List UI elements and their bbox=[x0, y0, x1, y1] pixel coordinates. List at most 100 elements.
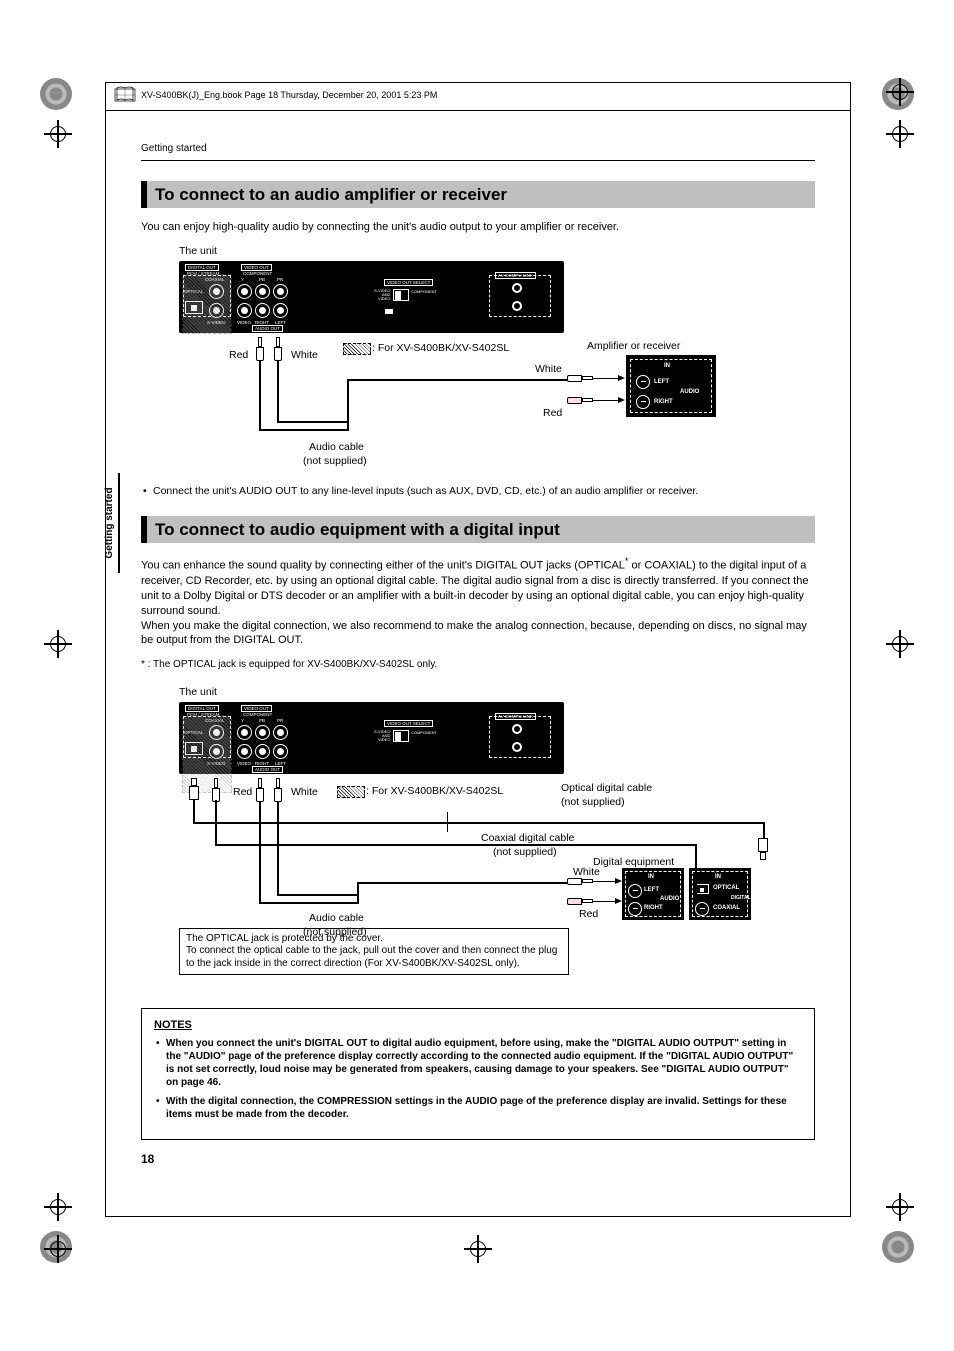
lbl: VIDEO OUT bbox=[241, 705, 272, 712]
label-the-unit: The unit bbox=[179, 686, 217, 698]
footnote: * : The OPTICAL jack is equipped for XV-… bbox=[141, 658, 815, 672]
label-red: Red bbox=[233, 786, 252, 798]
intro-1: You can enjoy high-quality audio by conn… bbox=[141, 220, 815, 235]
jack bbox=[255, 744, 270, 759]
label-audio-cable: Audio cable bbox=[309, 441, 364, 453]
register-mark bbox=[886, 1193, 914, 1221]
label-white: White bbox=[535, 363, 562, 375]
running-head: Getting started bbox=[141, 143, 815, 154]
note-item: With the digital connection, the COMPRES… bbox=[154, 1095, 802, 1121]
jack-pb bbox=[255, 284, 270, 299]
notes-heading: NOTES bbox=[154, 1019, 802, 1031]
digital-equip-digital: IN OPTICAL COAXIAL DIGITAL bbox=[689, 868, 751, 920]
plug-white bbox=[273, 778, 283, 802]
rule bbox=[141, 160, 815, 161]
jack bbox=[237, 744, 252, 759]
label-for-model: : For XV-S400BK/XV-S402SL bbox=[366, 785, 503, 797]
amp-jack-r bbox=[636, 395, 650, 409]
plug-red bbox=[255, 337, 265, 361]
label-red: Red bbox=[543, 407, 562, 419]
register-mark bbox=[886, 120, 914, 148]
compu-link-box bbox=[489, 275, 551, 317]
notes-box: NOTES When you connect the unit's DIGITA… bbox=[141, 1008, 815, 1140]
lbl: VIDEO bbox=[237, 320, 251, 325]
lbl: COMPONENT bbox=[411, 730, 437, 735]
label-amp: Amplifier or receiver bbox=[587, 340, 680, 352]
lbl: S-VIDEOANDVIDEO bbox=[374, 730, 390, 742]
lbl: VIDEO OUT SELECT bbox=[384, 720, 433, 727]
lbl: PR bbox=[277, 718, 283, 723]
opt-plug-dest bbox=[757, 838, 769, 860]
lbl: S-VIDEOANDVIDEO bbox=[374, 289, 390, 301]
label-white: White bbox=[573, 866, 600, 878]
plug-red-amp bbox=[567, 897, 593, 906]
plug-white-amp bbox=[567, 877, 593, 886]
label-not-supplied: (not supplied) bbox=[303, 455, 367, 467]
model-region bbox=[337, 786, 365, 798]
lbl: AV COMPU LINK bbox=[495, 272, 536, 279]
page-frame: XV-S400BK(J)_Eng.book Page 18 Thursday, … bbox=[105, 82, 851, 1217]
lbl: AV COMPU LINK bbox=[495, 713, 536, 720]
lbl: PR bbox=[277, 277, 283, 282]
register-mark bbox=[464, 1235, 492, 1263]
lbl: PB bbox=[259, 718, 265, 723]
unit-back-panel: DIGITAL OUT PCM / STREAM COAXIAL OPTICAL… bbox=[179, 261, 564, 333]
label-audio-cable: Audio cable bbox=[309, 912, 364, 924]
plug-white bbox=[273, 337, 283, 361]
model-region bbox=[343, 343, 371, 355]
plug-white-amp bbox=[567, 374, 593, 383]
jack bbox=[273, 744, 288, 759]
compu-jack bbox=[512, 283, 522, 293]
lbl: COMPONENT bbox=[243, 712, 272, 717]
amp-jack-l bbox=[628, 884, 642, 898]
label-red: Red bbox=[229, 349, 248, 361]
lbl: AUDIO OUT bbox=[252, 766, 283, 773]
plug-red bbox=[255, 778, 265, 802]
register-mark bbox=[44, 120, 72, 148]
register-mark bbox=[886, 630, 914, 658]
jack-audio-l bbox=[273, 303, 288, 318]
t: You can enhance the sound quality by con… bbox=[141, 560, 625, 572]
lbl: PB bbox=[259, 277, 265, 282]
lbl: VIDEO OUT SELECT bbox=[384, 279, 433, 286]
selector-switch bbox=[393, 289, 409, 301]
t: When you make the digital connection, we… bbox=[141, 620, 807, 647]
crop-mark bbox=[882, 1231, 914, 1263]
lbl: DIGITAL OUT bbox=[185, 264, 219, 271]
jack bbox=[237, 725, 252, 740]
para-2: You can enhance the sound quality by con… bbox=[141, 555, 815, 648]
jack bbox=[255, 725, 270, 740]
opt-plug bbox=[188, 778, 200, 800]
page-number: 18 bbox=[141, 1152, 154, 1166]
jack bbox=[273, 725, 288, 740]
plug-red-amp bbox=[567, 396, 593, 405]
bullet-1: Connect the unit's AUDIO OUT to any line… bbox=[141, 485, 815, 499]
label-white: White bbox=[291, 349, 318, 361]
coax-plug bbox=[211, 778, 221, 802]
label-white: White bbox=[291, 786, 318, 798]
coax-in bbox=[695, 902, 709, 916]
register-mark bbox=[44, 1235, 72, 1263]
lbl: AUDIO OUT bbox=[252, 325, 283, 332]
selector-switch bbox=[393, 730, 409, 742]
lbl: Y bbox=[241, 718, 244, 723]
label-for-model: : For XV-S400BK/XV-S402SL bbox=[372, 342, 509, 354]
model-highlight bbox=[182, 274, 232, 334]
register-mark bbox=[44, 1193, 72, 1221]
unit-back-panel: DIGITAL OUT PCM / STREAM COAXIAL OPTICAL… bbox=[179, 702, 564, 774]
section-heading-1: To connect to an audio amplifier or rece… bbox=[141, 181, 815, 208]
compu-jack bbox=[512, 301, 522, 311]
register-mark bbox=[44, 630, 72, 658]
note-item: When you connect the unit's DIGITAL OUT … bbox=[154, 1037, 802, 1089]
amplifier-box: IN LEFT RIGHT AUDIO bbox=[626, 355, 716, 417]
label-not-supplied: (not supplied) bbox=[493, 846, 557, 858]
section-heading-2: To connect to audio equipment with a dig… bbox=[141, 516, 815, 543]
label-red: Red bbox=[579, 908, 598, 920]
label-digital-equip: Digital equipment bbox=[593, 856, 674, 868]
lbl: VIDEO OUT bbox=[241, 264, 272, 271]
side-tab: Getting started bbox=[104, 473, 120, 573]
digital-equip-analog: IN LEFT RIGHT AUDIO bbox=[622, 868, 684, 920]
switch-ind bbox=[385, 309, 393, 314]
opt-in bbox=[695, 884, 709, 894]
amp-jack-l bbox=[636, 375, 650, 389]
